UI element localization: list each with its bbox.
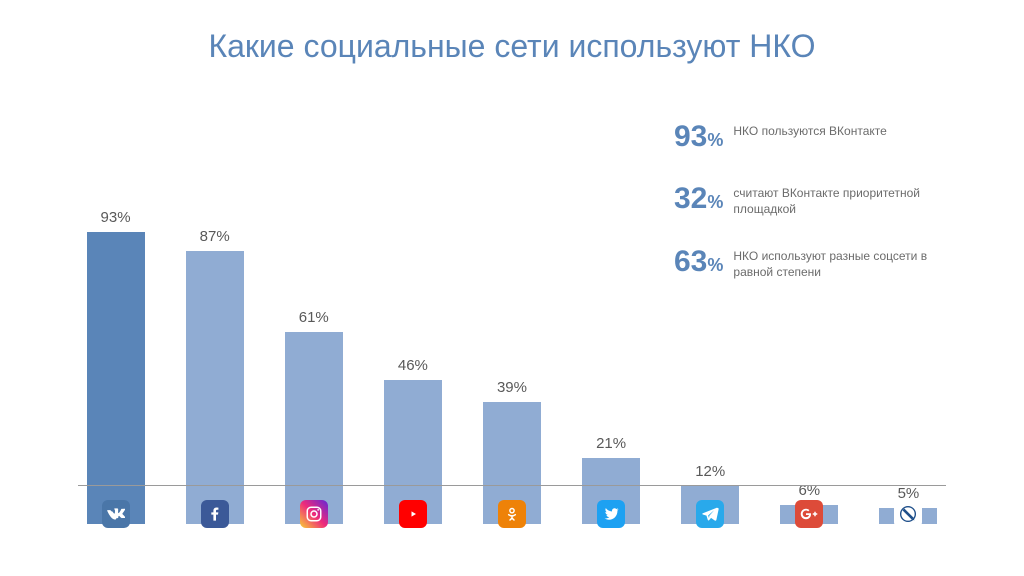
bar-youtube: 46% — [375, 357, 450, 524]
icon-cell — [276, 500, 351, 528]
icon-cell — [574, 500, 649, 528]
icon-cell — [871, 500, 946, 528]
stat-desc: НКО используют разные соцсети в равной с… — [733, 245, 944, 280]
twitter-icon — [597, 500, 625, 528]
bar-label: 39% — [497, 379, 527, 396]
stat-value: 63% — [674, 245, 723, 279]
stat-unit: % — [707, 255, 723, 275]
stats-panel: 93% НКО пользуются ВКонтакте 32% считают ВК… — [674, 120, 944, 280]
bar-label: 87% — [200, 228, 230, 245]
stat-number: 63 — [674, 245, 707, 278]
icon-cell — [772, 500, 847, 528]
slide-title: Какие социальные сети используют НКО — [0, 28, 1024, 65]
facebook-icon — [201, 500, 229, 528]
bar-facebook: 87% — [177, 228, 252, 524]
bar-rect — [285, 332, 343, 524]
x-axis — [78, 485, 946, 486]
bar-label: 46% — [398, 357, 428, 374]
icon-cell — [673, 500, 748, 528]
stat-value: 32% — [674, 182, 723, 216]
stat-value: 93% — [674, 120, 723, 154]
bar-label: 21% — [596, 435, 626, 452]
bar-instagram: 61% — [276, 309, 351, 524]
icon-cell — [375, 500, 450, 528]
bar-label: 93% — [101, 209, 131, 226]
stat-unit: % — [707, 192, 723, 212]
stat-number: 93 — [674, 120, 707, 153]
bar-label: 12% — [695, 463, 725, 480]
stat-row: 63% НКО используют разные соцсети в равно… — [674, 245, 944, 280]
youtube-icon — [399, 500, 427, 528]
instagram-icon — [300, 500, 328, 528]
icons-row — [78, 500, 946, 528]
ok-icon — [498, 500, 526, 528]
stat-desc: НКО пользуются ВКонтакте — [733, 120, 886, 140]
icon-cell — [78, 500, 153, 528]
icon-cell — [177, 500, 252, 528]
stat-desc: считают ВКонтакте приоритетной площадкой — [733, 182, 944, 217]
slide: Какие социальные сети используют НКО 93%… — [0, 0, 1024, 576]
bar-rect — [186, 251, 244, 524]
stat-unit: % — [707, 130, 723, 150]
stat-number: 32 — [674, 182, 707, 215]
livejournal-icon — [894, 500, 922, 528]
bar-vk: 93% — [78, 209, 153, 524]
stat-row: 93% НКО пользуются ВКонтакте — [674, 120, 944, 154]
telegram-icon — [696, 500, 724, 528]
vk-icon — [102, 500, 130, 528]
stat-row: 32% считают ВКонтакте приоритетной площад… — [674, 182, 944, 217]
icon-cell — [474, 500, 549, 528]
bar-label: 61% — [299, 309, 329, 326]
bar-rect — [87, 232, 145, 524]
googleplus-icon — [795, 500, 823, 528]
